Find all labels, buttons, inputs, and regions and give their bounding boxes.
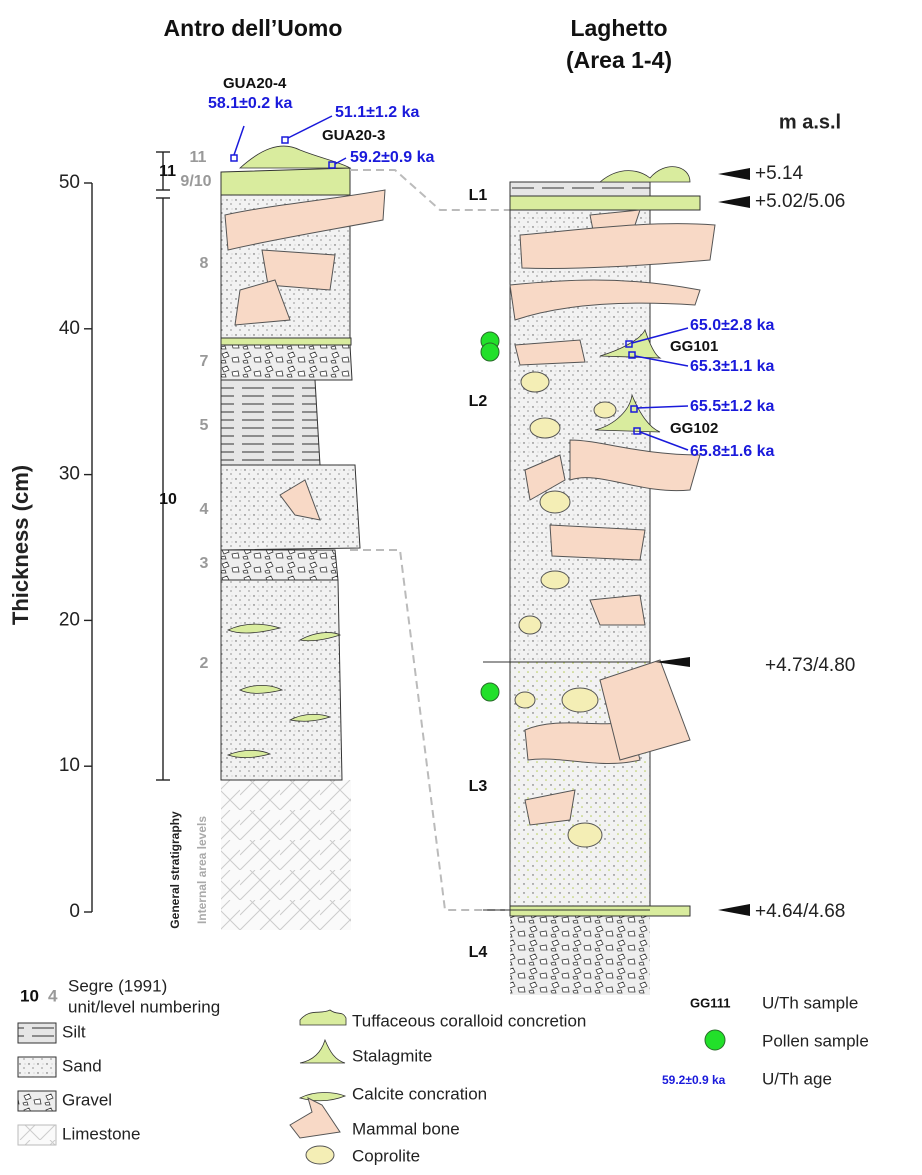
legend-swatch	[18, 1125, 56, 1145]
level-label: 3	[200, 555, 209, 572]
level-label: 9/10	[180, 173, 211, 190]
legend-example: 4	[48, 986, 58, 1005]
bone	[590, 595, 645, 625]
tick-label: 50	[59, 172, 80, 193]
legend-text: unit/level numbering	[68, 997, 220, 1016]
uth-age: 65.0±2.8 ka	[690, 317, 775, 334]
legend: 10 4 Segre (1991) unit/level numbering S…	[18, 976, 869, 1165]
legend-text: Calcite concration	[352, 1084, 487, 1103]
coralloid	[600, 167, 690, 182]
legend-text: U/Th age	[762, 1069, 832, 1088]
level-label: 4	[200, 501, 209, 518]
general-unit: 11	[159, 163, 176, 180]
tick-label: 20	[59, 609, 80, 630]
silt-layer	[510, 182, 650, 196]
tick-label: 10	[59, 755, 80, 776]
legend-text: Tuffaceous coralloid concretion	[352, 1011, 586, 1030]
limestone	[221, 780, 351, 930]
uth-age: 65.8±1.6 ka	[690, 443, 775, 460]
level-label: 2	[200, 655, 209, 672]
correlation-lines	[350, 170, 510, 910]
uth-age: 65.3±1.1 ka	[690, 358, 775, 375]
general-bracket	[156, 152, 170, 780]
general-unit: 10	[159, 491, 177, 508]
legend-swatch	[300, 1093, 345, 1101]
left-title: Antro dell’Uomo	[164, 15, 343, 41]
level-label: L4	[469, 944, 488, 961]
tick-label: 40	[59, 318, 80, 339]
elevation: +5.02/5.06	[755, 191, 845, 212]
legend-swatch	[300, 1040, 345, 1063]
bone	[515, 340, 585, 365]
level-label: 5	[200, 417, 209, 434]
uth-age: 58.1±0.2 ka	[208, 95, 293, 112]
legend-swatch	[18, 1023, 56, 1043]
legend-example: GG111	[690, 995, 730, 1010]
bone	[550, 525, 645, 560]
general-caption: General stratigraphy	[168, 811, 182, 929]
level-label: L2	[469, 393, 488, 410]
legend-text: Sand	[62, 1056, 102, 1075]
elevation: +4.73/4.80	[765, 655, 855, 676]
sand-layer	[221, 580, 342, 780]
diagram: Antro dell’Uomo Laghetto (Area 1-4) m a.…	[0, 0, 922, 1170]
legend-swatch	[18, 1091, 56, 1111]
legend-text: Coprolite	[352, 1146, 420, 1165]
legend-swatch	[306, 1146, 334, 1164]
left-column	[221, 146, 385, 930]
legend-text: Limestone	[62, 1124, 140, 1143]
sand-layer	[510, 210, 650, 662]
sample-id: GUA20-3	[322, 127, 385, 144]
concretion	[221, 338, 351, 345]
elevation-header: m a.s.l	[779, 111, 841, 133]
pollen-markers	[481, 332, 499, 701]
level-label: 7	[200, 353, 209, 370]
legend-example: 59.2±0.9 ka	[662, 1073, 726, 1087]
legend-text: U/Th sample	[762, 993, 858, 1012]
elevation-arrows	[655, 168, 750, 916]
uth-age: 59.2±0.9 ka	[350, 149, 435, 166]
tick-label: 30	[59, 464, 80, 485]
legend-text: Mammal bone	[352, 1119, 460, 1138]
legend-swatch	[705, 1030, 725, 1050]
sample-id: GG102	[670, 420, 718, 437]
concretion	[510, 906, 690, 916]
gravel-layer	[221, 550, 338, 580]
level-label: L1	[469, 187, 488, 204]
axis-label: Thickness (cm)	[8, 465, 33, 625]
coralloid	[240, 146, 350, 168]
legend-example: 10	[20, 986, 39, 1005]
elevation: +4.64/4.68	[755, 901, 845, 922]
level-label: 11	[190, 149, 207, 166]
concretion	[510, 196, 700, 210]
legend-swatch	[290, 1098, 340, 1138]
silt-layer	[221, 380, 320, 465]
legend-text: Stalagmite	[352, 1046, 432, 1065]
legend-text: Silt	[62, 1022, 86, 1041]
concretion	[221, 168, 350, 195]
uth-age: 51.1±1.2 ka	[335, 104, 420, 121]
elevation: +5.14	[755, 163, 804, 184]
legend-text: Pollen sample	[762, 1031, 869, 1050]
right-column	[510, 167, 715, 995]
level-label: 8	[200, 255, 209, 272]
level-label: L3	[469, 778, 488, 795]
legend-text: Segre (1991)	[68, 976, 167, 995]
legend-swatch	[300, 1010, 346, 1025]
right-title: Laghetto	[570, 15, 667, 41]
gravel-layer	[510, 910, 650, 995]
sample-id: GG101	[670, 338, 718, 355]
right-title: (Area 1-4)	[566, 47, 672, 73]
legend-swatch	[18, 1057, 56, 1077]
legend-text: Gravel	[62, 1090, 112, 1109]
uth-age: 65.5±1.2 ka	[690, 398, 775, 415]
sample-id: GUA20-4	[223, 75, 287, 92]
gravel-layer	[221, 345, 352, 380]
tick-label: 0	[69, 901, 80, 922]
internal-caption: Internal area levels	[195, 816, 209, 924]
thickness-axis: Thickness (cm) 0 10 20 30 40 50	[8, 172, 92, 922]
